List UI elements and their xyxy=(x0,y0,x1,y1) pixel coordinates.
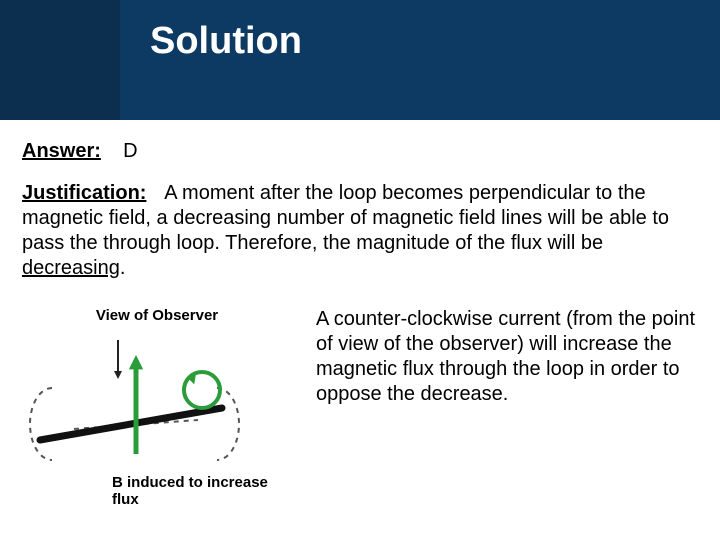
slide-header: Solution xyxy=(0,0,720,120)
slide-title: Solution xyxy=(150,20,302,63)
diagram-column: View of Observer B induced to increase f… xyxy=(22,307,292,509)
answer-value: D xyxy=(123,140,137,162)
diagram-figure xyxy=(22,330,292,470)
answer-label: Answer: xyxy=(22,140,101,162)
content-area: Answer: D Justification: A moment after … xyxy=(22,140,698,509)
ccw-explanation: A counter-clockwise current (from the po… xyxy=(316,307,696,407)
lower-row: View of Observer B induced to increase f… xyxy=(22,307,698,509)
diagram-svg xyxy=(22,330,292,470)
justification-block: Justification: A moment after the loop b… xyxy=(22,181,698,281)
answer-line: Answer: D xyxy=(22,140,698,163)
justification-text-post: . xyxy=(120,257,126,279)
justification-label: Justification: xyxy=(22,182,146,204)
observer-label: View of Observer xyxy=(22,307,292,324)
header-accent-box xyxy=(0,0,120,120)
b-induced-caption: B induced to increase flux xyxy=(112,474,292,509)
justification-text-underlined: decreasing xyxy=(22,257,120,279)
